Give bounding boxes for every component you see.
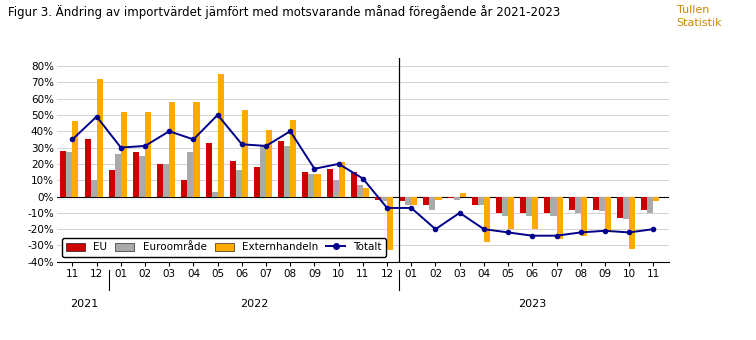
Bar [290,120,296,197]
Bar [544,197,550,213]
Bar [236,170,242,197]
Bar [647,197,653,213]
Bar [641,197,647,209]
Bar [429,197,435,209]
Bar [532,197,538,229]
Bar [333,180,339,197]
Bar [157,164,163,197]
Text: 2021: 2021 [70,299,99,308]
Bar [278,141,284,197]
Bar [357,185,363,197]
Bar [121,112,127,197]
Bar [399,197,405,201]
Bar [550,197,556,216]
Bar [266,130,272,197]
Bar [145,112,151,197]
Bar [508,197,514,229]
Bar [67,152,73,197]
Bar [435,197,442,200]
Bar [212,192,218,197]
Bar [484,197,490,242]
Bar [60,151,67,197]
Bar [284,146,290,197]
Bar [581,197,587,236]
Bar [85,139,91,197]
Bar [599,197,605,211]
Bar [302,172,308,197]
Bar [115,154,121,197]
Bar [502,197,508,216]
Text: Tullen
Statistik: Tullen Statistik [677,5,722,28]
Legend: EU, Euroområde, Externhandeln, Totalt: EU, Euroområde, Externhandeln, Totalt [62,238,386,257]
Bar [569,197,575,209]
Bar [242,110,248,197]
Bar [423,197,429,205]
Bar [308,174,314,197]
Bar [520,197,526,213]
Bar [363,188,369,197]
Bar [405,197,411,205]
Bar [617,197,623,218]
Bar [381,197,387,201]
Text: Figur 3. Ändring av importvärdet jämfört med motsvarande månad föregående år 202: Figur 3. Ändring av importvärdet jämfört… [8,5,559,19]
Bar [218,74,224,197]
Bar [448,197,454,198]
Bar [254,167,260,197]
Text: 2022: 2022 [240,299,268,308]
Bar [169,102,175,197]
Bar [163,164,169,197]
Bar [629,197,635,249]
Bar [194,102,200,197]
Bar [411,197,417,205]
Bar [478,197,484,205]
Bar [387,197,393,250]
Bar [91,180,97,197]
Bar [460,193,466,197]
Bar [109,170,115,197]
Bar [472,197,478,205]
Bar [181,180,187,197]
Bar [327,169,333,197]
Bar [230,160,236,197]
Bar [605,197,611,233]
Bar [496,197,502,213]
Bar [593,197,599,209]
Bar [623,197,629,219]
Bar [339,162,345,197]
Bar [351,172,357,197]
Bar [187,152,194,197]
Bar [206,143,212,197]
Bar [97,79,103,197]
Bar [454,197,460,200]
Text: 2023: 2023 [518,299,547,308]
Bar [375,197,381,200]
Bar [556,197,562,239]
Bar [575,197,581,213]
Bar [526,197,532,216]
Bar [139,156,145,197]
Bar [133,152,139,197]
Bar [73,121,79,197]
Bar [314,174,321,197]
Bar [653,197,659,201]
Bar [260,146,266,197]
